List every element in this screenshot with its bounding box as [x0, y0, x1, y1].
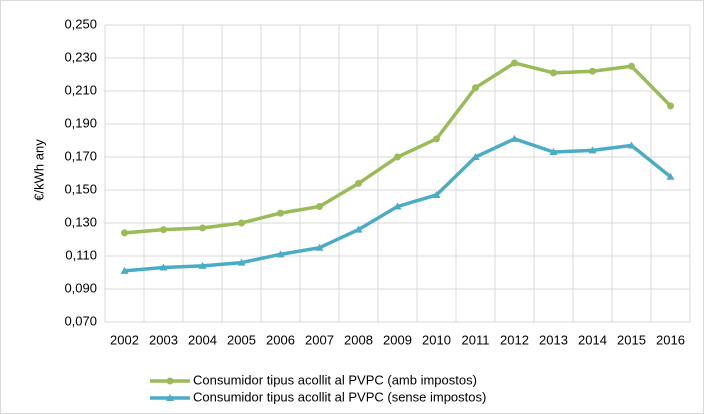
marker — [433, 135, 440, 143]
marker — [588, 146, 597, 154]
marker — [166, 394, 174, 401]
marker — [432, 190, 441, 198]
marker — [238, 219, 245, 227]
marker — [120, 266, 129, 274]
x-tick-label: 2012 — [500, 332, 529, 347]
marker — [628, 62, 635, 70]
marker — [394, 153, 401, 161]
x-tick-label: 2002 — [110, 332, 139, 347]
marker — [549, 148, 558, 156]
y-tick-label: 0,190 — [64, 115, 97, 130]
y-tick-label: 0,070 — [64, 313, 97, 328]
y-tick-label: 0,170 — [64, 148, 97, 163]
x-tick-label: 2003 — [149, 332, 178, 347]
marker — [550, 69, 557, 77]
marker — [159, 263, 168, 271]
marker — [472, 84, 479, 92]
marker — [160, 226, 167, 234]
marker — [315, 243, 324, 251]
x-tick-label: 2015 — [617, 332, 646, 347]
marker — [237, 258, 246, 266]
marker — [666, 172, 675, 180]
y-axis-label: €/kWh any — [31, 139, 46, 201]
x-tick-label: 2010 — [422, 332, 451, 347]
marker — [277, 209, 284, 217]
x-tick-label: 2009 — [383, 332, 412, 347]
marker — [355, 179, 362, 187]
x-tick-label: 2005 — [227, 332, 256, 347]
marker — [667, 102, 674, 110]
marker — [198, 261, 207, 269]
marker — [589, 67, 596, 75]
marker — [166, 377, 174, 385]
marker — [627, 141, 636, 149]
y-tick-label: 0,230 — [64, 49, 97, 64]
marker — [354, 225, 363, 233]
x-tick-label: 2006 — [266, 332, 295, 347]
marker — [393, 202, 402, 210]
x-tick-label: 2016 — [656, 332, 685, 347]
marker — [121, 229, 128, 237]
y-tick-label: 0,130 — [64, 214, 97, 229]
y-tick-label: 0,090 — [64, 280, 97, 295]
marker — [199, 224, 206, 232]
x-tick-label: 2007 — [305, 332, 334, 347]
x-tick-label: 2011 — [462, 332, 490, 347]
y-tick-label: 0,250 — [64, 16, 97, 31]
x-tick-label: 2013 — [539, 332, 568, 347]
x-tick-label: 2008 — [344, 332, 373, 347]
marker — [471, 153, 480, 160]
legend-label: Consumidor tipus acollit al PVPC (amb im… — [193, 372, 477, 387]
x-tick-label: 2004 — [188, 332, 217, 347]
x-tick-label: 2014 — [578, 332, 607, 347]
y-tick-label: 0,110 — [65, 247, 97, 262]
marker — [316, 203, 323, 210]
marker — [511, 59, 518, 67]
marker — [510, 134, 519, 142]
y-tick-label: 0,150 — [64, 181, 97, 196]
legend-label: Consumidor tipus acollit al PVPC (sense … — [193, 389, 486, 404]
marker — [276, 250, 285, 258]
y-tick-label: 0,210 — [64, 82, 97, 97]
